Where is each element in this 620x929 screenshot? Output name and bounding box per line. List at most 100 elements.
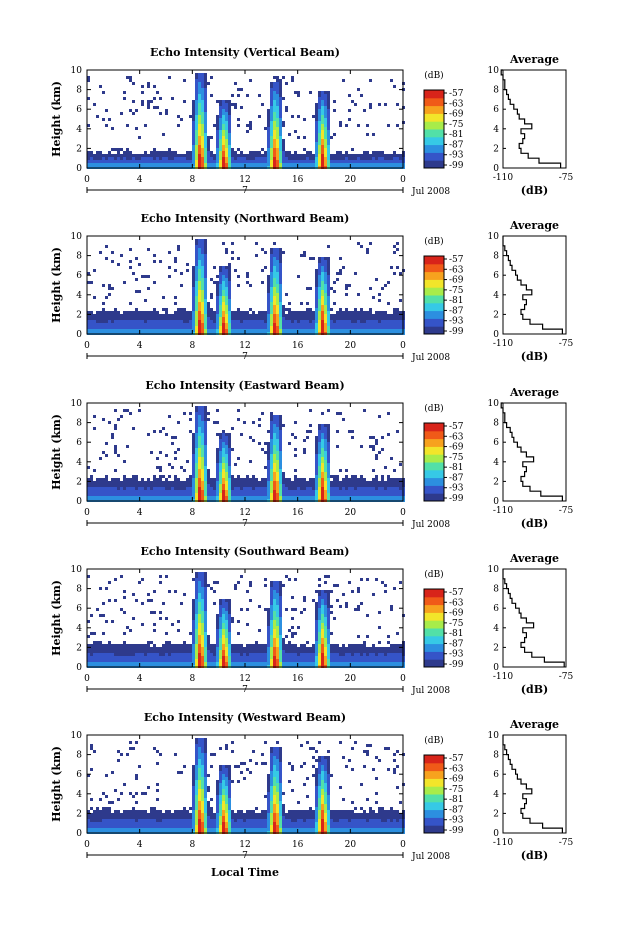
average-y-tick-label: 10 [488, 399, 500, 409]
colorbar-title: (dB) [424, 236, 443, 247]
day-label: 7 [242, 186, 248, 196]
colorbar-swatch [424, 121, 444, 130]
x-tick-label: 0 [400, 508, 406, 518]
panel-title: Echo Intensity (Vertical Beam) [150, 46, 340, 59]
colorbar-tick-label: -81 [449, 296, 464, 306]
x-tick-label: 16 [292, 674, 304, 684]
date-label: Jul 2008 [411, 187, 450, 197]
colorbar-tick-label: -99 [449, 826, 464, 836]
average-y-tick-label: 8 [493, 419, 499, 429]
average-frame [502, 734, 567, 834]
x-tick-label: 16 [292, 341, 304, 351]
colorbar-tick-label: -57 [449, 422, 464, 432]
average-x-label: (dB) [521, 184, 548, 197]
y-tick-label: 6 [76, 604, 82, 614]
y-tick-label: 10 [71, 399, 83, 409]
y-tick-label: 10 [71, 731, 83, 741]
colorbar-swatch [424, 446, 444, 455]
x-tick-label: 8 [189, 508, 195, 518]
average-x-tick-label: -110 [493, 173, 513, 183]
colorbar-title: (dB) [424, 735, 443, 746]
colorbar-swatch [424, 612, 444, 621]
average-frame [502, 235, 567, 335]
x-tick-label: 0 [84, 840, 90, 850]
average-y-tick-label: 2 [493, 643, 499, 653]
colorbar-swatch [424, 643, 444, 652]
y-tick-label: 0 [76, 164, 82, 174]
average-x-label: (dB) [521, 683, 548, 696]
colorbar-swatch [424, 596, 444, 606]
colorbar-swatch [424, 90, 444, 99]
y-tick-label: 8 [76, 751, 82, 761]
average-y-tick-label: 6 [493, 438, 499, 448]
y-tick-label: 6 [76, 438, 82, 448]
y-axis-label: Height (km) [50, 81, 63, 157]
colorbar-swatch [424, 493, 444, 502]
colorbar-swatch [424, 302, 444, 312]
y-tick-label: 8 [76, 419, 82, 429]
heatmap-cells [87, 239, 405, 335]
colorbar-tick-label: -75 [449, 619, 464, 629]
x-tick-label: 8 [189, 840, 195, 850]
y-tick-label: 6 [76, 770, 82, 780]
average-title: Average [509, 552, 559, 565]
average-x-tick-label: -75 [559, 173, 574, 183]
y-tick-label: 4 [76, 458, 82, 468]
colorbar-tick-label: -99 [449, 161, 464, 171]
panel-3: Echo Intensity (Eastward Beam) 0 2 4 6 8 10 0 4 8… [50, 379, 574, 530]
y-tick-label: 0 [76, 330, 82, 340]
x-tick-label: 0 [400, 175, 406, 185]
y-tick-label: 0 [76, 829, 82, 839]
average-y-tick-label: 8 [493, 86, 499, 96]
y-tick-label: 0 [76, 497, 82, 507]
x-tick-label: 4 [137, 341, 143, 351]
average-y-tick-label: 2 [493, 310, 499, 320]
y-tick-label: 2 [76, 144, 82, 154]
colorbar-tick-label: -99 [449, 660, 464, 670]
panel-5: Echo Intensity (Westward Beam) 0 2 4 6 8 10 0 4 8… [50, 711, 574, 862]
y-tick-label: 8 [76, 585, 82, 595]
y-tick-label: 4 [76, 291, 82, 301]
average-y-tick-label: 6 [493, 271, 499, 281]
x-axis-label: Local Time [211, 866, 279, 879]
average-x-tick-label: -75 [559, 838, 574, 848]
x-tick-label: 0 [84, 341, 90, 351]
colorbar-frame [423, 255, 445, 335]
y-tick-label: 4 [76, 125, 82, 135]
colorbar-swatch [424, 326, 444, 335]
colorbar-tick-label: -75 [449, 453, 464, 463]
x-tick-label: 16 [292, 175, 304, 185]
colorbar-swatch [424, 589, 444, 598]
average-profile-line [500, 402, 563, 501]
colorbar-tick-label: -87 [449, 805, 464, 815]
average-y-tick-label: 4 [493, 291, 499, 301]
colorbar-tick-label: -75 [449, 120, 464, 130]
average-y-tick-label: 0 [493, 497, 499, 507]
colorbar-swatch [424, 755, 444, 764]
average-y-tick-label: 10 [488, 731, 500, 741]
average-y-tick-label: 6 [493, 770, 499, 780]
colorbar-swatch [424, 620, 444, 629]
y-tick-label: 2 [76, 643, 82, 653]
x-tick-label: 4 [137, 175, 143, 185]
panel-4: Echo Intensity (Southward Beam) 0 2 4 6 8 10 0 4… [50, 545, 574, 696]
average-x-label: (dB) [521, 517, 548, 530]
y-axis-label: Height (km) [50, 746, 63, 822]
colorbar-tick-label: -93 [449, 317, 464, 327]
date-label: Jul 2008 [411, 852, 450, 862]
colorbar-swatch [424, 462, 444, 471]
panel-title: Echo Intensity (Northward Beam) [141, 212, 350, 225]
average-y-tick-label: 0 [493, 829, 499, 839]
panel-2: Echo Intensity (Northward Beam) 0 2 4 6 8 10 0 4… [50, 212, 574, 363]
colorbar-swatch [424, 794, 444, 803]
y-tick-label: 0 [76, 663, 82, 673]
colorbar-swatch [424, 801, 444, 811]
average-title: Average [509, 386, 559, 399]
x-tick-label: 12 [239, 341, 250, 351]
day-label: 7 [242, 685, 248, 695]
x-tick-label: 20 [345, 175, 357, 185]
colorbar-tick-label: -57 [449, 255, 464, 265]
colorbar-tick-label: -99 [449, 327, 464, 337]
average-frame [502, 568, 567, 668]
colorbar-swatch [424, 295, 444, 304]
